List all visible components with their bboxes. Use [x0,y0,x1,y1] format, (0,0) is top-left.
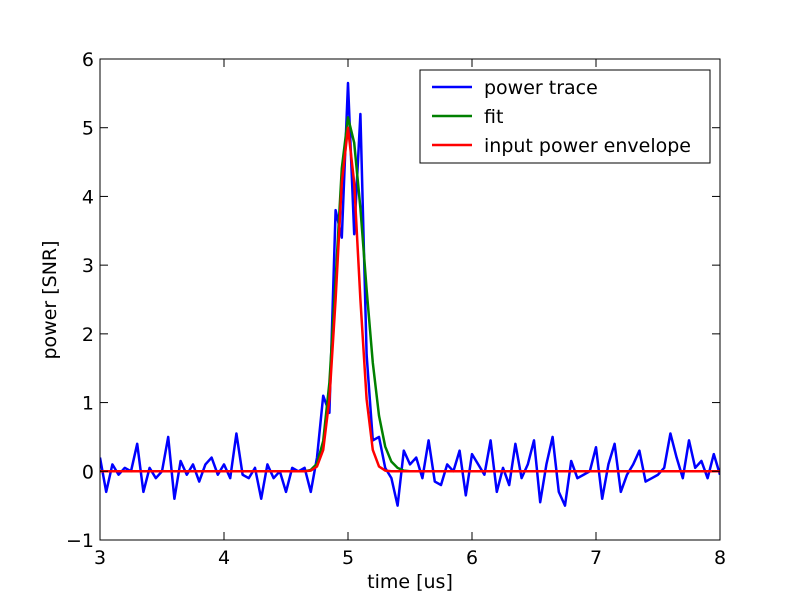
y-axis-label: power [SNR] [39,240,61,359]
x-tick-label: 8 [714,547,726,569]
x-tick-label: 5 [342,547,354,569]
y-tick-label: −1 [66,530,94,552]
series-layer [100,81,720,507]
y-tick-label: 3 [82,255,94,277]
legend-box [419,69,711,164]
y-tick-label: 5 [82,118,94,140]
series-line [100,126,720,473]
plot-frame [99,58,721,541]
legend: power trace fit input power envelope [419,69,711,164]
legend-label: fit [484,106,503,128]
y-tick-label: 0 [82,461,94,483]
x-tick-label: 4 [218,547,230,569]
legend-label: power trace [484,77,598,99]
y-tick-label: 2 [82,324,94,346]
x-tick-label: 7 [590,547,602,569]
y-tick-label: 6 [82,49,94,71]
x-tick-label: 3 [94,547,106,569]
x-axis-label: time [us] [367,571,453,593]
y-tick-label: 1 [82,393,94,415]
y-tick-label: 4 [82,186,94,208]
legend-label: input power envelope [484,135,691,157]
x-tick-label: 6 [466,547,478,569]
